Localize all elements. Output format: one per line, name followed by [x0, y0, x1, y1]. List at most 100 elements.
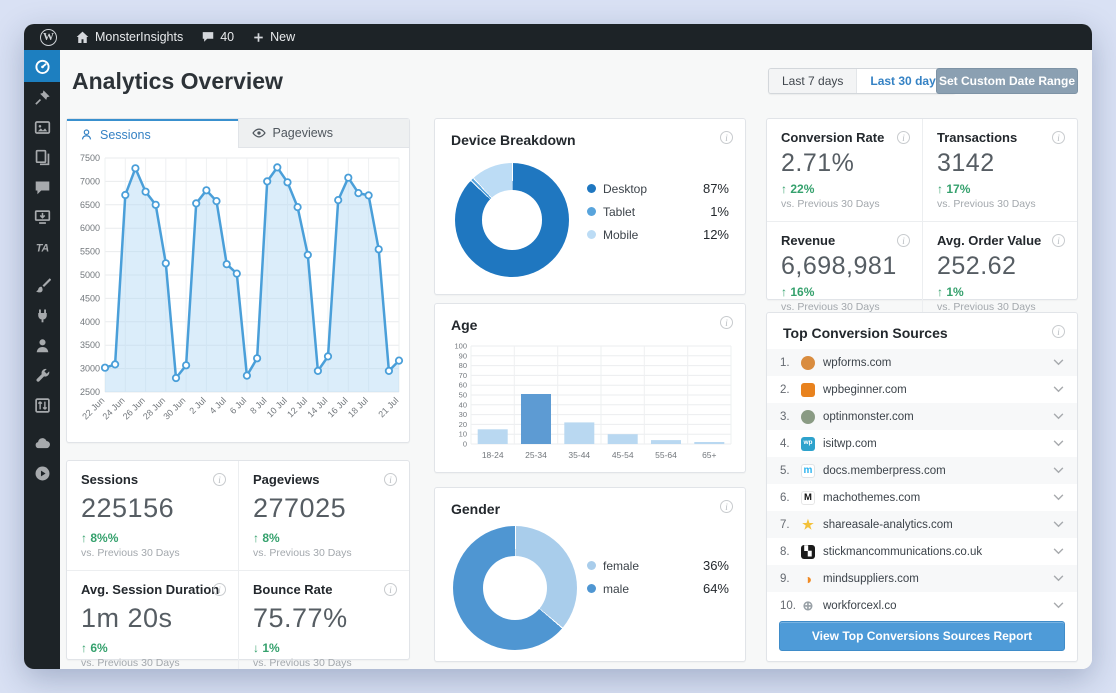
- svg-text:55-64: 55-64: [655, 450, 677, 460]
- kpi-delta-value: 22%: [790, 182, 815, 196]
- svg-text:40: 40: [459, 400, 467, 409]
- home-icon: [75, 30, 90, 45]
- chevron-down-icon[interactable]: [1053, 494, 1064, 501]
- svg-text:4000: 4000: [80, 317, 100, 327]
- legend-dot: [587, 207, 596, 216]
- legend-dot: [587, 184, 596, 193]
- sidebar-item[interactable]: TA: [24, 232, 60, 262]
- comments-menu[interactable]: 40: [193, 24, 242, 50]
- chevron-down-icon[interactable]: [1053, 467, 1064, 474]
- sidebar-item[interactable]: [24, 82, 60, 112]
- info-icon[interactable]: [1052, 325, 1065, 338]
- kpi-caption: vs. Previous 30 Days: [81, 547, 180, 559]
- info-icon[interactable]: [897, 234, 910, 247]
- source-row[interactable]: 4. wp isitwp.com: [767, 430, 1077, 457]
- legend-label: Desktop: [603, 181, 648, 196]
- source-row[interactable]: 10. ⊕ workforcexl.co: [767, 592, 1077, 619]
- kpi-caption: vs. Previous 30 Days: [937, 198, 1036, 210]
- info-icon[interactable]: [720, 316, 733, 329]
- svg-text:70: 70: [459, 371, 467, 380]
- new-content-menu[interactable]: New: [244, 24, 303, 50]
- source-row[interactable]: 9. ◑ mindsuppliers.com: [767, 565, 1077, 592]
- gender-legend: female 36% male 64%: [587, 554, 729, 600]
- kpi-card: Pageviews 277025 ↑ 8% vs. Previous 30 Da…: [238, 461, 409, 570]
- info-icon[interactable]: [720, 131, 733, 144]
- chevron-down-icon[interactable]: [1053, 602, 1064, 609]
- sidebar-icon: [34, 397, 51, 414]
- chevron-down-icon[interactable]: [1053, 575, 1064, 582]
- svg-text:6500: 6500: [80, 200, 100, 210]
- svg-text:18-24: 18-24: [482, 450, 504, 460]
- gender-donut-chart: [453, 526, 577, 650]
- sidebar-item[interactable]: [24, 390, 60, 420]
- source-row[interactable]: 8. ▚ stickmancommunications.co.uk: [767, 538, 1077, 565]
- sidebar-icon: TA: [34, 239, 51, 256]
- kpi-caption: vs. Previous 30 Days: [781, 198, 880, 210]
- page-title: Analytics Overview: [72, 68, 283, 94]
- info-icon[interactable]: [1052, 131, 1065, 144]
- info-icon[interactable]: [384, 583, 397, 596]
- kpi-title: Avg. Session Duration: [81, 582, 220, 597]
- info-icon[interactable]: [213, 473, 226, 486]
- site-menu[interactable]: MonsterInsights: [67, 24, 191, 50]
- kpi-delta-value: 1%: [262, 641, 280, 655]
- sidebar-item[interactable]: [24, 458, 60, 488]
- wp-logo-menu[interactable]: W: [32, 24, 65, 50]
- chevron-down-icon[interactable]: [1053, 548, 1064, 555]
- source-rank: 4.: [780, 437, 790, 450]
- kpi-card: Conversion Rate 2.71% ↑ 22% vs. Previous…: [767, 119, 922, 221]
- source-domain: optinmonster.com: [823, 410, 914, 423]
- favicon-icon: ◑: [803, 570, 813, 587]
- sidebar-item[interactable]: [24, 112, 60, 142]
- source-row[interactable]: 7. ★ shareasale-analytics.com: [767, 511, 1077, 538]
- view-top-conversions-report-button[interactable]: View Top Conversions Sources Report: [779, 621, 1065, 651]
- source-row[interactable]: 3. optinmonster.com: [767, 403, 1077, 430]
- chevron-down-icon[interactable]: [1053, 359, 1064, 366]
- kpi-value: 1m 20s: [81, 603, 173, 633]
- sidebar-item[interactable]: [24, 50, 67, 82]
- source-row[interactable]: 6. M machothemes.com: [767, 484, 1077, 511]
- chevron-down-icon[interactable]: [1053, 521, 1064, 528]
- tab-sessions[interactable]: Sessions: [67, 119, 238, 148]
- legend-value: 12%: [702, 227, 729, 242]
- sidebar-item[interactable]: [24, 172, 60, 202]
- info-icon[interactable]: [720, 500, 733, 513]
- info-icon[interactable]: [1052, 234, 1065, 247]
- kpi-value: 277025: [253, 493, 347, 523]
- sidebar-item[interactable]: [24, 428, 60, 458]
- sidebar-item[interactable]: [24, 360, 60, 390]
- info-icon[interactable]: [213, 583, 226, 596]
- sidebar-item[interactable]: [24, 330, 60, 360]
- sidebar-icon: [34, 307, 51, 324]
- legend-row: male 64%: [587, 577, 729, 600]
- main-content: Analytics Overview Last 7 days Last 30 d…: [60, 50, 1092, 669]
- sidebar-item[interactable]: [24, 300, 60, 330]
- kpi-title: Revenue: [781, 233, 836, 248]
- legend-label: male: [603, 581, 630, 596]
- panel-title: Age: [451, 317, 478, 333]
- chevron-down-icon[interactable]: [1053, 440, 1064, 447]
- svg-text:12 Jul: 12 Jul: [285, 395, 309, 419]
- kpi-card: Avg. Session Duration 1m 20s ↑ 6% vs. Pr…: [67, 570, 238, 669]
- set-custom-date-range-button[interactable]: Set Custom Date Range: [936, 68, 1078, 94]
- source-row[interactable]: 5. m docs.memberpress.com: [767, 457, 1077, 484]
- info-icon[interactable]: [384, 473, 397, 486]
- sidebar-item[interactable]: [24, 142, 60, 172]
- source-domain: mindsuppliers.com: [823, 572, 919, 585]
- info-icon[interactable]: [897, 131, 910, 144]
- sessions-chart-panel: Sessions Pageviews 2500 3000 3500 4000 4500 5…: [66, 118, 410, 443]
- kpi-caption: vs. Previous 30 Days: [253, 547, 352, 559]
- chevron-down-icon[interactable]: [1053, 386, 1064, 393]
- chevron-down-icon[interactable]: [1053, 413, 1064, 420]
- source-row[interactable]: 1. wpforms.com: [767, 349, 1077, 376]
- svg-text:35-44: 35-44: [568, 450, 590, 460]
- kpi-delta-value: 16%: [790, 285, 815, 299]
- last-7-days-button[interactable]: Last 7 days: [769, 69, 857, 93]
- svg-text:2 Jul: 2 Jul: [187, 395, 208, 416]
- source-rank: 1.: [780, 356, 790, 369]
- tab-pageviews[interactable]: Pageviews: [237, 119, 409, 148]
- source-row[interactable]: 2. wpbeginner.com: [767, 376, 1077, 403]
- sidebar-item[interactable]: [24, 202, 60, 232]
- sidebar-item[interactable]: [24, 270, 60, 300]
- kpi-delta: ↓ 1%: [253, 641, 395, 655]
